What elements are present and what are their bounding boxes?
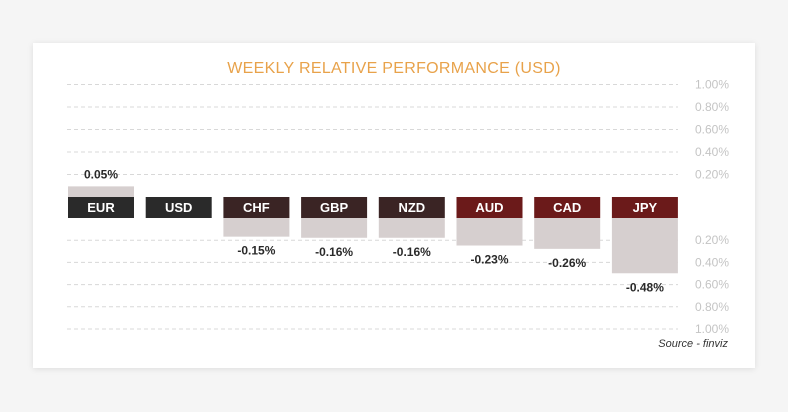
- category-box: [378, 197, 445, 218]
- data-label: -0.16%: [393, 245, 431, 259]
- bar: [456, 218, 523, 246]
- category-label: GBP: [320, 200, 349, 215]
- bar: [378, 218, 445, 238]
- category-box: [611, 197, 678, 218]
- chart-title: WEEKLY RELATIVE PERFORMANCE (USD): [227, 60, 561, 77]
- category-box: [534, 197, 601, 218]
- bar: [223, 218, 290, 237]
- y-tick-label: 0.20%: [695, 233, 729, 247]
- category-label: EUR: [87, 200, 115, 215]
- bar: [611, 218, 678, 274]
- source-note: Source - finviz: [658, 338, 728, 350]
- y-tick-label: 0.20%: [695, 168, 729, 182]
- bar: [534, 218, 601, 249]
- y-tick-label: 0.60%: [695, 123, 729, 137]
- category-box: [68, 197, 134, 218]
- category-label: AUD: [475, 200, 503, 215]
- category-label: JPY: [633, 200, 658, 215]
- y-tick-label: 0.40%: [695, 145, 729, 159]
- category-label: USD: [165, 200, 192, 215]
- data-label: -0.16%: [315, 245, 353, 259]
- y-tick-label: 0.80%: [695, 300, 729, 314]
- bar: [68, 186, 134, 197]
- data-label: -0.26%: [548, 256, 586, 270]
- category-label: CHF: [243, 200, 270, 215]
- category-box: [301, 197, 368, 218]
- y-tick-label: 0.60%: [695, 278, 729, 292]
- y-tick-label: 0.80%: [695, 100, 729, 114]
- bar: [301, 218, 368, 238]
- category-box: [223, 197, 290, 218]
- y-tick-label: 1.00%: [695, 322, 729, 336]
- category-box: [456, 197, 523, 218]
- y-tick-label: 1.00%: [695, 78, 729, 92]
- data-label: -0.48%: [626, 280, 664, 294]
- data-label: 0.05%: [84, 167, 118, 181]
- category-label: CAD: [553, 200, 581, 215]
- category-label: NZD: [398, 200, 425, 215]
- data-label: -0.15%: [237, 244, 275, 258]
- y-tick-label: 0.40%: [695, 255, 729, 269]
- data-label: -0.23%: [470, 253, 508, 267]
- category-box: [145, 197, 212, 218]
